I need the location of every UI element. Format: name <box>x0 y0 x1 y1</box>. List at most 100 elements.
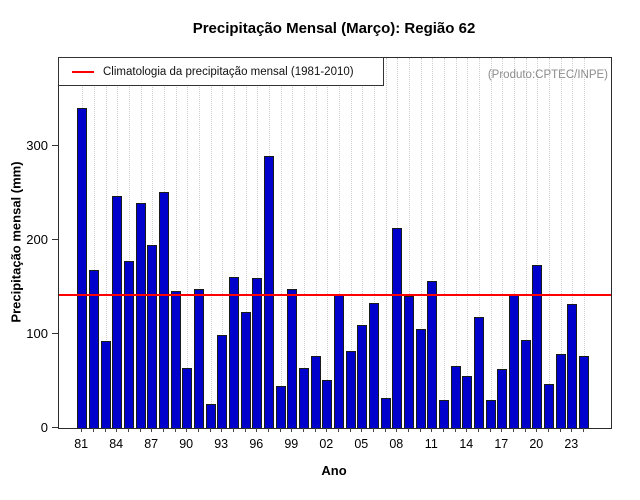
legend: Climatologia da precipitação mensal (198… <box>58 57 384 86</box>
x-tick-2009 <box>408 428 409 432</box>
bar-2018 <box>509 295 519 428</box>
gridline-1993 <box>222 58 224 428</box>
x-tick-label-2014: 14 <box>459 437 474 451</box>
bar-2015 <box>474 316 484 428</box>
bar-1994 <box>228 277 239 428</box>
x-tick-label-2002: 02 <box>319 437 334 451</box>
bar-2024 <box>579 356 589 428</box>
y-tick-300 <box>52 144 58 146</box>
y-tick-100 <box>52 332 58 334</box>
gridline-2023 <box>572 58 574 428</box>
x-tick-2014 <box>466 428 468 432</box>
x-tick-label-1993: 93 <box>214 437 229 451</box>
y-tick-label-0: 0 <box>40 420 48 435</box>
y-tick-0 <box>52 427 58 428</box>
bar-1997 <box>263 155 274 428</box>
x-tick-2017 <box>501 428 503 432</box>
gridline-2007 <box>385 58 387 428</box>
x-tick-label-2017: 17 <box>494 437 509 451</box>
bar-2019 <box>520 340 531 428</box>
x-tick-2008 <box>396 428 398 432</box>
x-tick-1998 <box>279 428 281 432</box>
bar-2012 <box>439 399 449 428</box>
x-tick-2021 <box>548 428 549 432</box>
gridline-1999 <box>292 58 294 428</box>
x-tick-1985 <box>127 428 129 432</box>
gridline-1987 <box>152 58 154 428</box>
bar-1995 <box>240 312 251 428</box>
x-tick-label-2011: 11 <box>424 437 438 451</box>
bar-2006 <box>368 302 379 428</box>
x-tick-1992 <box>209 428 211 432</box>
bar-1987 <box>147 245 158 428</box>
y-tick-label-300: 300 <box>26 137 48 153</box>
bar-1988 <box>158 191 169 428</box>
x-tick-label-2023: 23 <box>564 437 579 451</box>
gridline-2020 <box>537 58 539 428</box>
bar-1991 <box>193 288 204 428</box>
bar-2020 <box>532 265 543 428</box>
gridline-1990 <box>187 58 189 428</box>
gridline-1994 <box>233 58 235 428</box>
gridline-1991 <box>198 58 200 428</box>
bar-1992 <box>205 403 216 428</box>
x-tick-2015 <box>478 428 479 432</box>
x-tick-1982 <box>92 428 94 432</box>
plot-area: Climatologia da precipitação mensal (198… <box>58 57 612 429</box>
gridline-2022 <box>560 58 562 428</box>
bar-1993 <box>217 334 228 428</box>
x-tick-2005 <box>361 428 363 432</box>
bar-2005 <box>357 325 368 428</box>
x-tick-2019 <box>524 428 526 432</box>
x-tick-label-2008: 08 <box>389 437 404 451</box>
bar-2013 <box>450 365 461 428</box>
x-tick-label-2020: 20 <box>529 437 544 451</box>
gridline-2015 <box>479 58 480 428</box>
x-tick-label-2005: 05 <box>354 437 369 451</box>
bar-2010 <box>415 329 426 428</box>
bar-2003 <box>333 295 344 428</box>
x-tick-2006 <box>372 428 374 432</box>
x-tick-1984 <box>116 428 118 432</box>
gridline-2012 <box>444 58 445 428</box>
x-tick-label-1996: 96 <box>249 437 264 451</box>
x-tick-1986 <box>139 428 141 432</box>
bar-2023 <box>567 303 578 428</box>
x-tick-2016 <box>489 428 491 432</box>
x-tick-2001 <box>314 428 316 432</box>
x-tick-1981 <box>81 428 83 432</box>
x-tick-1987 <box>151 428 153 432</box>
y-tick-200 <box>52 238 58 240</box>
chart-title: Precipitação Mensal (Março): Região 62 <box>192 20 476 37</box>
gridline-2013 <box>455 58 457 428</box>
gridline-2006 <box>373 58 375 428</box>
x-tick-2002 <box>326 428 328 432</box>
x-tick-label-1981: 81 <box>74 437 89 451</box>
x-tick-label-1999: 99 <box>284 437 299 451</box>
x-tick-1994 <box>232 428 234 432</box>
x-tick-2007 <box>384 428 386 432</box>
gridline-2001 <box>315 58 317 428</box>
x-tick-2012 <box>443 428 444 432</box>
gridline-2021 <box>549 58 550 428</box>
bar-1998 <box>275 385 286 428</box>
bar-2008 <box>392 227 403 428</box>
x-tick-1996 <box>256 428 258 432</box>
gridline-1992 <box>210 58 212 428</box>
bar-1996 <box>252 278 263 428</box>
bar-1981 <box>77 107 88 428</box>
gridline-2017 <box>502 58 504 428</box>
gridline-2005 <box>362 58 364 428</box>
x-tick-2000 <box>302 428 304 432</box>
bar-1999 <box>287 288 298 428</box>
bar-1989 <box>170 290 181 428</box>
gridline-2014 <box>467 58 469 428</box>
gridline-1982 <box>93 58 95 428</box>
bar-2016 <box>485 399 496 428</box>
bar-1986 <box>135 203 146 428</box>
watermark-text: (Produto:CPTEC/INPE) <box>487 69 608 81</box>
x-tick-label-1984: 84 <box>109 437 124 451</box>
x-tick-1991 <box>197 428 199 432</box>
gridline-1996 <box>257 58 259 428</box>
gridline-2003 <box>338 58 340 428</box>
